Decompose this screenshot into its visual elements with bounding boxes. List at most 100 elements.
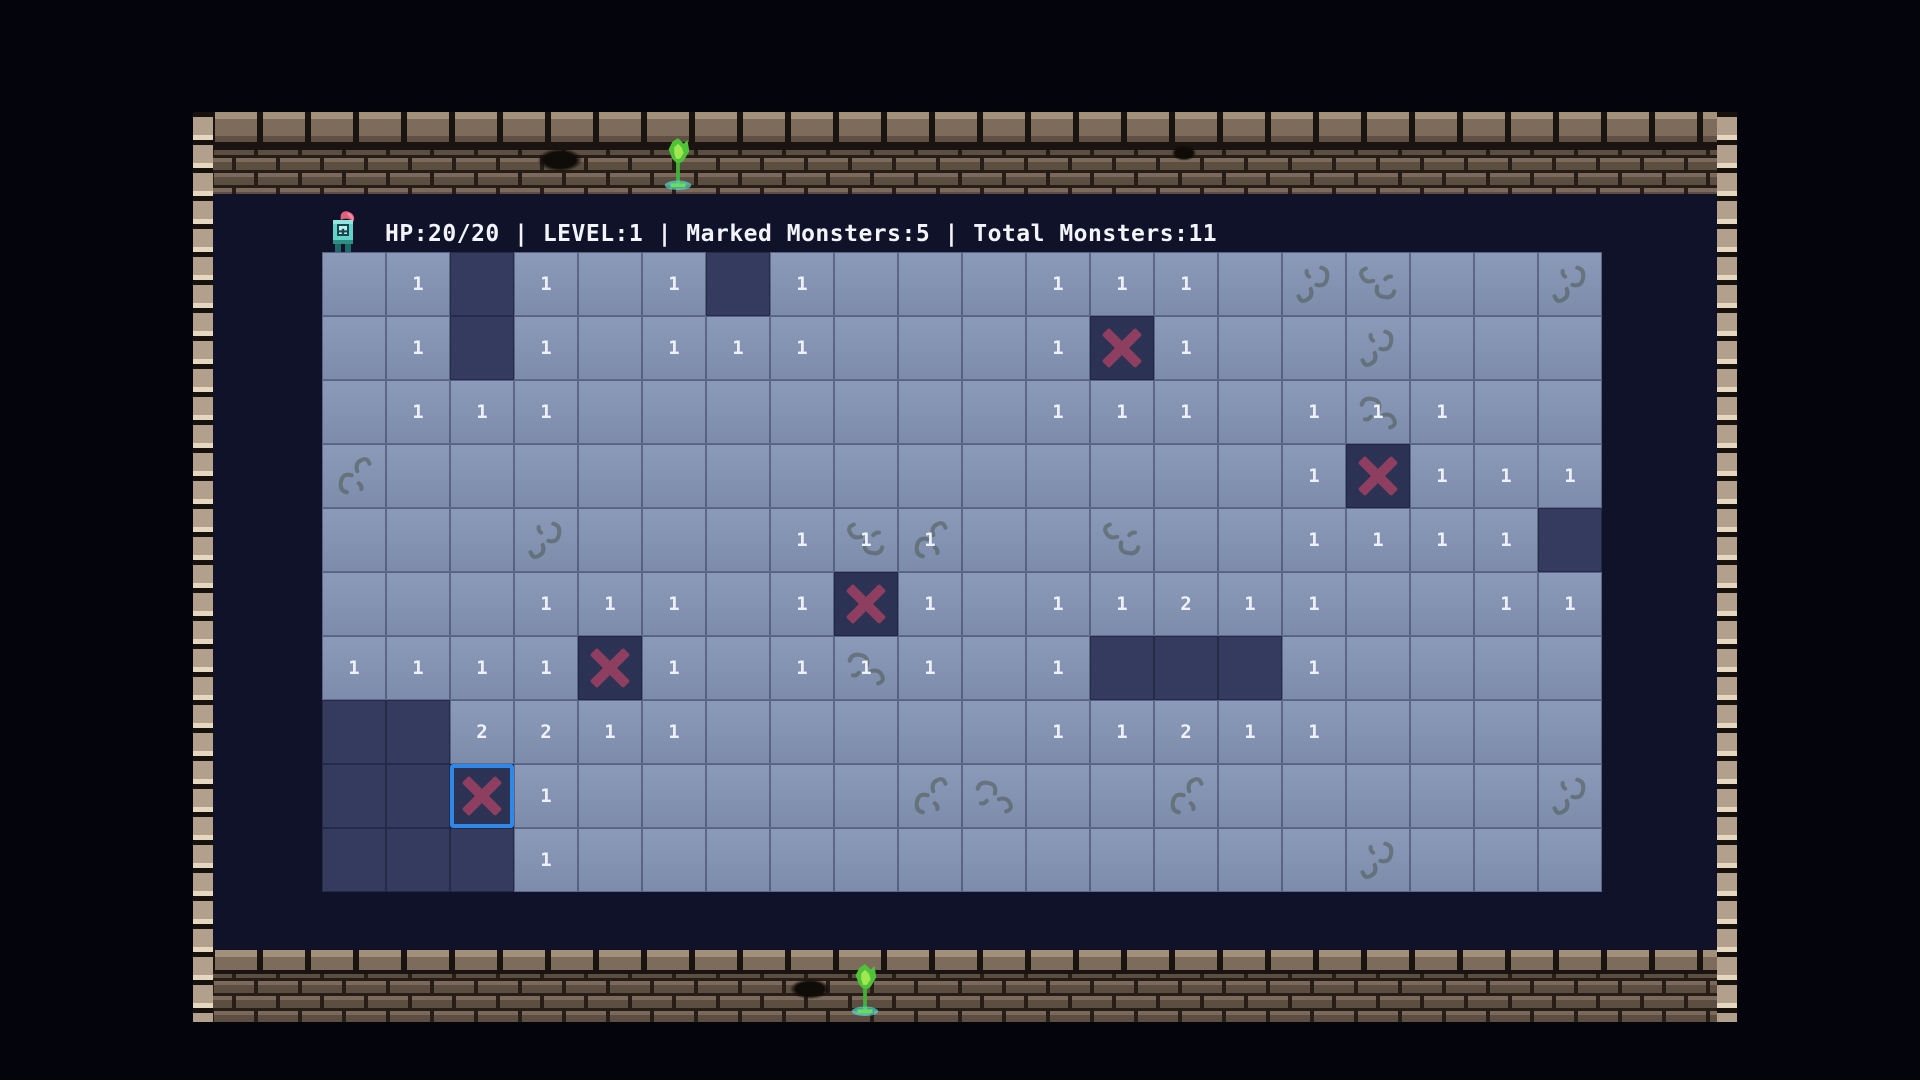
cell-r6-c1[interactable]: 1 bbox=[386, 636, 450, 700]
cell-r5-c0[interactable] bbox=[322, 572, 386, 636]
cell-r5-c15[interactable]: 1 bbox=[1282, 572, 1346, 636]
cell-r4-c18[interactable]: 1 bbox=[1474, 508, 1538, 572]
cell-r7-c18[interactable] bbox=[1474, 700, 1538, 764]
cell-r6-c3[interactable]: 1 bbox=[514, 636, 578, 700]
cell-r3-c14[interactable] bbox=[1218, 444, 1282, 508]
cell-r0-c14[interactable] bbox=[1218, 252, 1282, 316]
cell-r1-c18[interactable] bbox=[1474, 316, 1538, 380]
cell-r3-c6[interactable] bbox=[706, 444, 770, 508]
cell-r1-c2[interactable] bbox=[450, 316, 514, 380]
cell-r1-c17[interactable] bbox=[1410, 316, 1474, 380]
cell-r9-c15[interactable] bbox=[1282, 828, 1346, 892]
cell-r4-c4[interactable] bbox=[578, 508, 642, 572]
cell-r8-c16[interactable] bbox=[1346, 764, 1410, 828]
cell-r8-c18[interactable] bbox=[1474, 764, 1538, 828]
cell-r9-c19[interactable] bbox=[1538, 828, 1602, 892]
cell-r8-c15[interactable] bbox=[1282, 764, 1346, 828]
cell-r6-c8[interactable]: 1 bbox=[834, 636, 898, 700]
cell-r5-c17[interactable] bbox=[1410, 572, 1474, 636]
cell-r3-c1[interactable] bbox=[386, 444, 450, 508]
cell-r5-c3[interactable]: 1 bbox=[514, 572, 578, 636]
cell-r1-c3[interactable]: 1 bbox=[514, 316, 578, 380]
cell-r0-c16[interactable] bbox=[1346, 252, 1410, 316]
cell-r5-c16[interactable] bbox=[1346, 572, 1410, 636]
cell-r7-c16[interactable] bbox=[1346, 700, 1410, 764]
cell-r0-c9[interactable] bbox=[898, 252, 962, 316]
cell-r9-c4[interactable] bbox=[578, 828, 642, 892]
cell-r4-c1[interactable] bbox=[386, 508, 450, 572]
cell-r0-c1[interactable]: 1 bbox=[386, 252, 450, 316]
cell-r2-c13[interactable]: 1 bbox=[1154, 380, 1218, 444]
cell-r0-c12[interactable]: 1 bbox=[1090, 252, 1154, 316]
cell-r3-c15[interactable]: 1 bbox=[1282, 444, 1346, 508]
cell-r6-c18[interactable] bbox=[1474, 636, 1538, 700]
cell-r8-c9[interactable] bbox=[898, 764, 962, 828]
cell-r3-c2[interactable] bbox=[450, 444, 514, 508]
cell-r9-c17[interactable] bbox=[1410, 828, 1474, 892]
cell-r5-c8[interactable] bbox=[834, 572, 898, 636]
cell-r9-c12[interactable] bbox=[1090, 828, 1154, 892]
cell-r3-c0[interactable] bbox=[322, 444, 386, 508]
cell-r2-c15[interactable]: 1 bbox=[1282, 380, 1346, 444]
cell-r8-c0[interactable] bbox=[322, 764, 386, 828]
cell-r0-c10[interactable] bbox=[962, 252, 1026, 316]
cell-r3-c5[interactable] bbox=[642, 444, 706, 508]
cell-r2-c4[interactable] bbox=[578, 380, 642, 444]
cell-r1-c5[interactable]: 1 bbox=[642, 316, 706, 380]
cell-r8-c4[interactable] bbox=[578, 764, 642, 828]
cell-r8-c7[interactable] bbox=[770, 764, 834, 828]
cell-r0-c7[interactable]: 1 bbox=[770, 252, 834, 316]
cell-r7-c1[interactable] bbox=[386, 700, 450, 764]
cell-r4-c3[interactable] bbox=[514, 508, 578, 572]
cell-r4-c13[interactable] bbox=[1154, 508, 1218, 572]
cell-r3-c12[interactable] bbox=[1090, 444, 1154, 508]
cell-r8-c11[interactable] bbox=[1026, 764, 1090, 828]
cell-r4-c6[interactable] bbox=[706, 508, 770, 572]
cell-r6-c13[interactable] bbox=[1154, 636, 1218, 700]
cell-r1-c13[interactable]: 1 bbox=[1154, 316, 1218, 380]
cell-r9-c13[interactable] bbox=[1154, 828, 1218, 892]
cell-r4-c9[interactable]: 1 bbox=[898, 508, 962, 572]
cell-r3-c9[interactable] bbox=[898, 444, 962, 508]
cell-r2-c10[interactable] bbox=[962, 380, 1026, 444]
cell-r0-c19[interactable] bbox=[1538, 252, 1602, 316]
cell-r3-c16[interactable] bbox=[1346, 444, 1410, 508]
cell-r0-c8[interactable] bbox=[834, 252, 898, 316]
cell-r0-c4[interactable] bbox=[578, 252, 642, 316]
cell-r9-c14[interactable] bbox=[1218, 828, 1282, 892]
cell-r2-c1[interactable]: 1 bbox=[386, 380, 450, 444]
cell-r3-c19[interactable]: 1 bbox=[1538, 444, 1602, 508]
cell-r7-c9[interactable] bbox=[898, 700, 962, 764]
cell-r4-c17[interactable]: 1 bbox=[1410, 508, 1474, 572]
cell-r9-c7[interactable] bbox=[770, 828, 834, 892]
cell-r0-c2[interactable] bbox=[450, 252, 514, 316]
cell-r0-c13[interactable]: 1 bbox=[1154, 252, 1218, 316]
cell-r4-c10[interactable] bbox=[962, 508, 1026, 572]
cell-r7-c19[interactable] bbox=[1538, 700, 1602, 764]
cell-r2-c19[interactable] bbox=[1538, 380, 1602, 444]
cell-r4-c2[interactable] bbox=[450, 508, 514, 572]
cell-r9-c11[interactable] bbox=[1026, 828, 1090, 892]
cell-r2-c3[interactable]: 1 bbox=[514, 380, 578, 444]
cell-r5-c19[interactable]: 1 bbox=[1538, 572, 1602, 636]
cell-r2-c8[interactable] bbox=[834, 380, 898, 444]
cell-r9-c18[interactable] bbox=[1474, 828, 1538, 892]
cell-r1-c0[interactable] bbox=[322, 316, 386, 380]
cell-r6-c16[interactable] bbox=[1346, 636, 1410, 700]
cell-r8-c13[interactable] bbox=[1154, 764, 1218, 828]
cell-r1-c4[interactable] bbox=[578, 316, 642, 380]
cell-r0-c6[interactable] bbox=[706, 252, 770, 316]
cell-r2-c12[interactable]: 1 bbox=[1090, 380, 1154, 444]
cell-r1-c12[interactable] bbox=[1090, 316, 1154, 380]
cell-r9-c10[interactable] bbox=[962, 828, 1026, 892]
cell-r2-c16[interactable]: 1 bbox=[1346, 380, 1410, 444]
cell-r5-c10[interactable] bbox=[962, 572, 1026, 636]
cell-r9-c8[interactable] bbox=[834, 828, 898, 892]
cell-r1-c8[interactable] bbox=[834, 316, 898, 380]
cell-r6-c14[interactable] bbox=[1218, 636, 1282, 700]
cell-r3-c8[interactable] bbox=[834, 444, 898, 508]
cell-r1-c11[interactable]: 1 bbox=[1026, 316, 1090, 380]
cell-r4-c11[interactable] bbox=[1026, 508, 1090, 572]
cell-r5-c18[interactable]: 1 bbox=[1474, 572, 1538, 636]
cell-r4-c14[interactable] bbox=[1218, 508, 1282, 572]
